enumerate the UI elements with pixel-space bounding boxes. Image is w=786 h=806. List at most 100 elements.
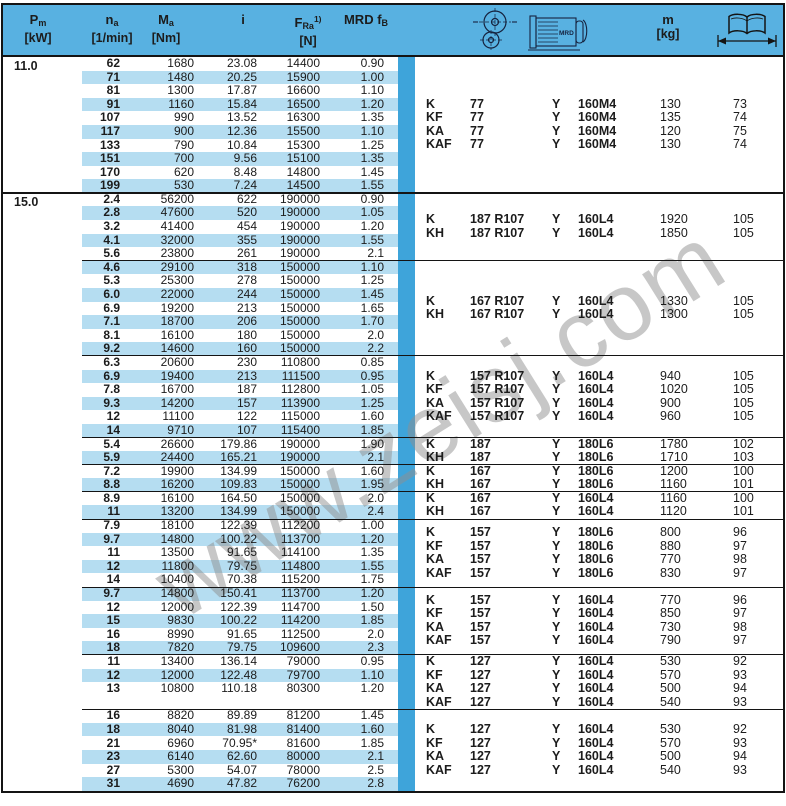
torque-cell: 18100 [160,518,194,533]
mount-cell: Y [552,225,561,240]
motor-size-cell: 180L6 [578,525,614,540]
motor-size-cell: 160L4 [578,681,614,696]
torque-cell: 12000 [160,599,194,614]
torque-cell: 7820 [167,640,194,655]
radial-force-cell: 150000 [279,327,320,342]
row-stripe [82,505,398,520]
torque-cell: 790 [173,137,194,152]
page-cell: 101 [733,504,754,519]
torque-cell: 990 [173,110,194,125]
page-cell: 97 [733,565,747,580]
drive-selection-row: KAF 157 Y 180L6 830 97 [0,565,786,581]
drive-selection-row: KH 187 Y 180L6 1710 103 [0,451,786,465]
torque-cell: 56200 [160,191,194,206]
ratio-cell: 355 [236,232,257,247]
mount-cell: Y [552,654,561,669]
na-cell: 11 [107,504,120,519]
mount-cell: Y [552,667,561,682]
type-cell: KA [426,619,445,634]
group-separator-line [82,586,783,588]
service-factor-cell: 2.1 [367,450,384,465]
table-row: 5.6 23800 261 190000 2.1 [0,247,786,261]
mount-cell: Y [552,477,561,492]
na-cell: 2.8 [103,205,120,220]
drive-selection-row: K 187 R107 Y 160L4 1920 105 [0,213,786,227]
mass-cell: 130 [660,137,681,152]
ratio-cell: 164.50 [220,490,257,505]
type-cell: KA [426,749,445,764]
mass-cell: 1920 [660,212,688,227]
service-factor-cell: 1.20 [360,531,384,546]
type-cell: KF [426,382,443,397]
drive-selection-row: KAF 127 Y 160L4 540 93 [0,695,786,710]
na-cell: 12 [106,409,120,424]
ratio-cell: 100.22 [220,613,257,628]
type-cell: KH [426,307,445,322]
service-factor-cell: 1.20 [360,681,384,696]
table-row: 3.2 41400 454 190000 1.20 [0,219,786,234]
na-cell: 3.2 [103,219,120,234]
na-cell: 9.7 [103,586,120,600]
na-cell: 18 [106,721,120,736]
service-factor-cell: 1.45 [360,708,384,723]
radial-force-cell: 150000 [279,463,320,478]
mass-cell: 530 [660,654,681,669]
mass-cell: 135 [660,110,681,125]
row-stripe [82,587,398,601]
na-cell: 117 [100,123,120,138]
service-factor-cell: 2.1 [367,246,384,261]
table-row: 23 6140 62.60 80000 2.1 [0,749,786,764]
gear-size-cell: 157 R107 [470,368,525,383]
table-row: 16 8990 91.65 112500 2.0 [0,627,786,642]
dimensions-book-icon [716,12,778,53]
table-row: 5.9 24400 165.21 190000 2.1 [0,451,786,465]
group-separator-line [82,437,783,439]
row-stripe [82,342,398,356]
page-cell: 97 [733,633,747,648]
header-column-4-symbol: FRa1) [294,12,321,34]
table-row: 18 7820 79.75 109600 2.3 [0,641,786,655]
motor-size-cell: 160L4 [578,654,614,669]
mass-cell: 880 [660,538,681,553]
header-column-2: Ma [Nm] [152,12,180,46]
radial-force-cell: 112200 [280,518,320,533]
row-stripe [82,260,398,275]
mass-cell: 540 [660,762,681,777]
service-factor-cell: 1.25 [360,137,384,152]
torque-cell: 9830 [167,613,194,628]
header-column-2-symbol: Ma [152,12,180,31]
header-column-0-symbol: Pm [24,12,51,31]
page-cell: 102 [733,436,754,451]
table-row: 9.7 14800 150.41 113700 1.20 [0,586,786,601]
mount-cell: Y [552,293,561,308]
mount-cell: Y [552,633,561,648]
na-cell: 199 [99,178,120,193]
service-factor-cell: 1.85 [360,735,384,750]
torque-cell: 16100 [160,490,194,505]
ratio-cell: 454 [236,219,257,234]
gear-size-cell: 127 [470,654,491,669]
ratio-cell: 134.99 [220,504,257,519]
motor-size-cell: 160L4 [578,409,614,424]
radial-force-cell: 115000 [280,409,320,424]
type-cell: KAF [426,762,452,777]
table-row: 12 11800 79.75 114800 1.55 [0,559,786,574]
na-cell: 62 [106,56,120,70]
service-factor-cell: 1.55 [360,178,384,193]
table-row: 117 900 12.36 15500 1.10 [0,123,786,139]
page-cell: 96 [733,525,747,540]
table-header: Pm [kW] na [1/min] Ma [Nm] i FRa1) [N] MRD fB m [kg… [0,0,786,57]
table-row: 12 11100 122 115000 1.60 [0,410,786,424]
torque-cell: 14800 [160,531,194,546]
gear-size-cell: 127 [470,749,491,764]
mass-cell: 1330 [660,293,688,308]
mount-cell: Y [552,123,561,138]
ratio-cell: 15.84 [226,96,257,111]
torque-cell: 19400 [160,368,194,383]
ratio-cell: 213 [236,300,257,315]
motor-size-cell: 160L4 [578,606,614,621]
mass-cell: 850 [660,606,681,621]
header-column-0-part: P [29,12,39,27]
type-cell: K [426,293,436,308]
drive-selection-row: K 127 Y 160L4 530 92 [0,723,786,737]
